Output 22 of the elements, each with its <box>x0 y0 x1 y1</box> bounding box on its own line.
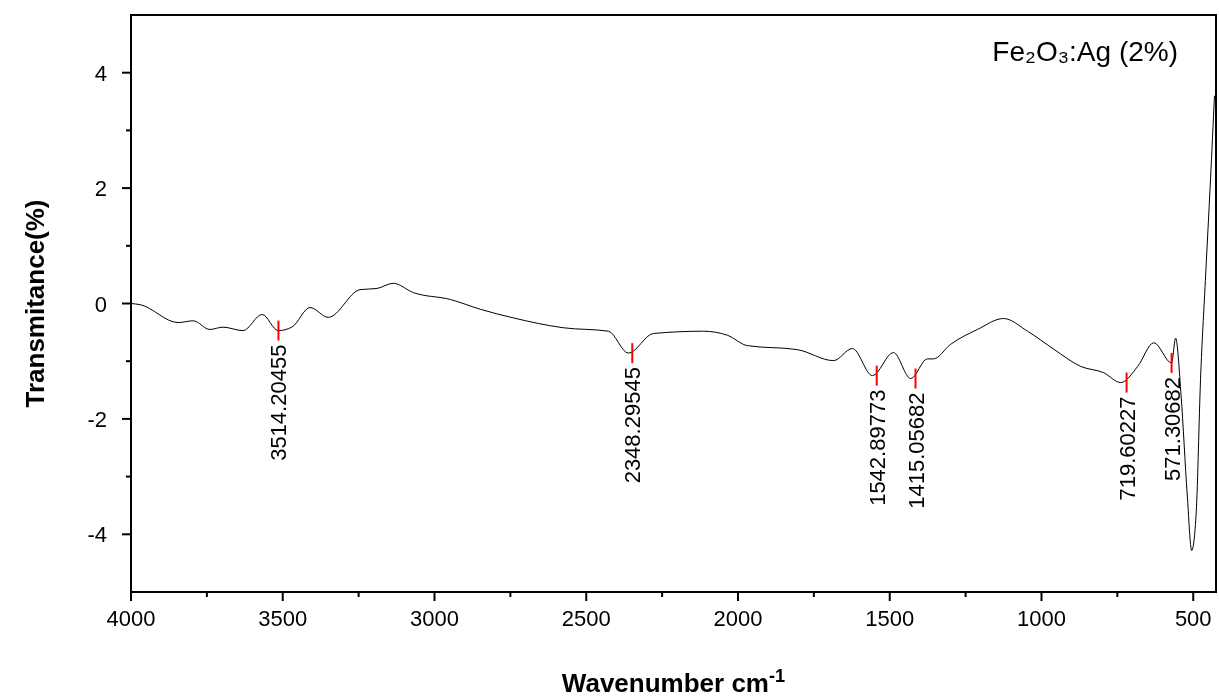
x-tick-label: 1500 <box>865 606 915 631</box>
annotation: 571.30682 <box>1159 376 1185 481</box>
x-tick-label: 2500 <box>561 606 611 631</box>
y-tick-label: -2 <box>87 406 107 432</box>
y-tick-label: 2 <box>94 176 107 202</box>
x-axis-title: Wavenumber cm$^{-1}$ <box>561 666 786 698</box>
y-tick-label: -4 <box>87 522 107 548</box>
x-tick-label: 3000 <box>410 606 459 631</box>
annotation: 3514.20455 <box>266 344 292 461</box>
x-tick-label: 3500 <box>258 606 308 631</box>
annotation: 1415.05682 <box>903 392 929 509</box>
x-tick-label: 2000 <box>713 606 763 631</box>
y-axis-title: Transmitance(%) <box>20 199 50 408</box>
annotation: 719.60227 <box>1114 396 1140 501</box>
y-tick-label: 4 <box>94 60 107 86</box>
annotation: 1542.89773 <box>864 389 890 506</box>
x-tick-label: 1000 <box>1017 606 1066 631</box>
annotation: 2348.29545 <box>620 367 646 484</box>
text: Fe₂O₃:Ag (2%) <box>992 36 1178 67</box>
x-tick-label: 4000 <box>106 606 156 631</box>
y-tick-label: 0 <box>94 291 107 317</box>
x-tick-label: 500 <box>1174 606 1212 631</box>
